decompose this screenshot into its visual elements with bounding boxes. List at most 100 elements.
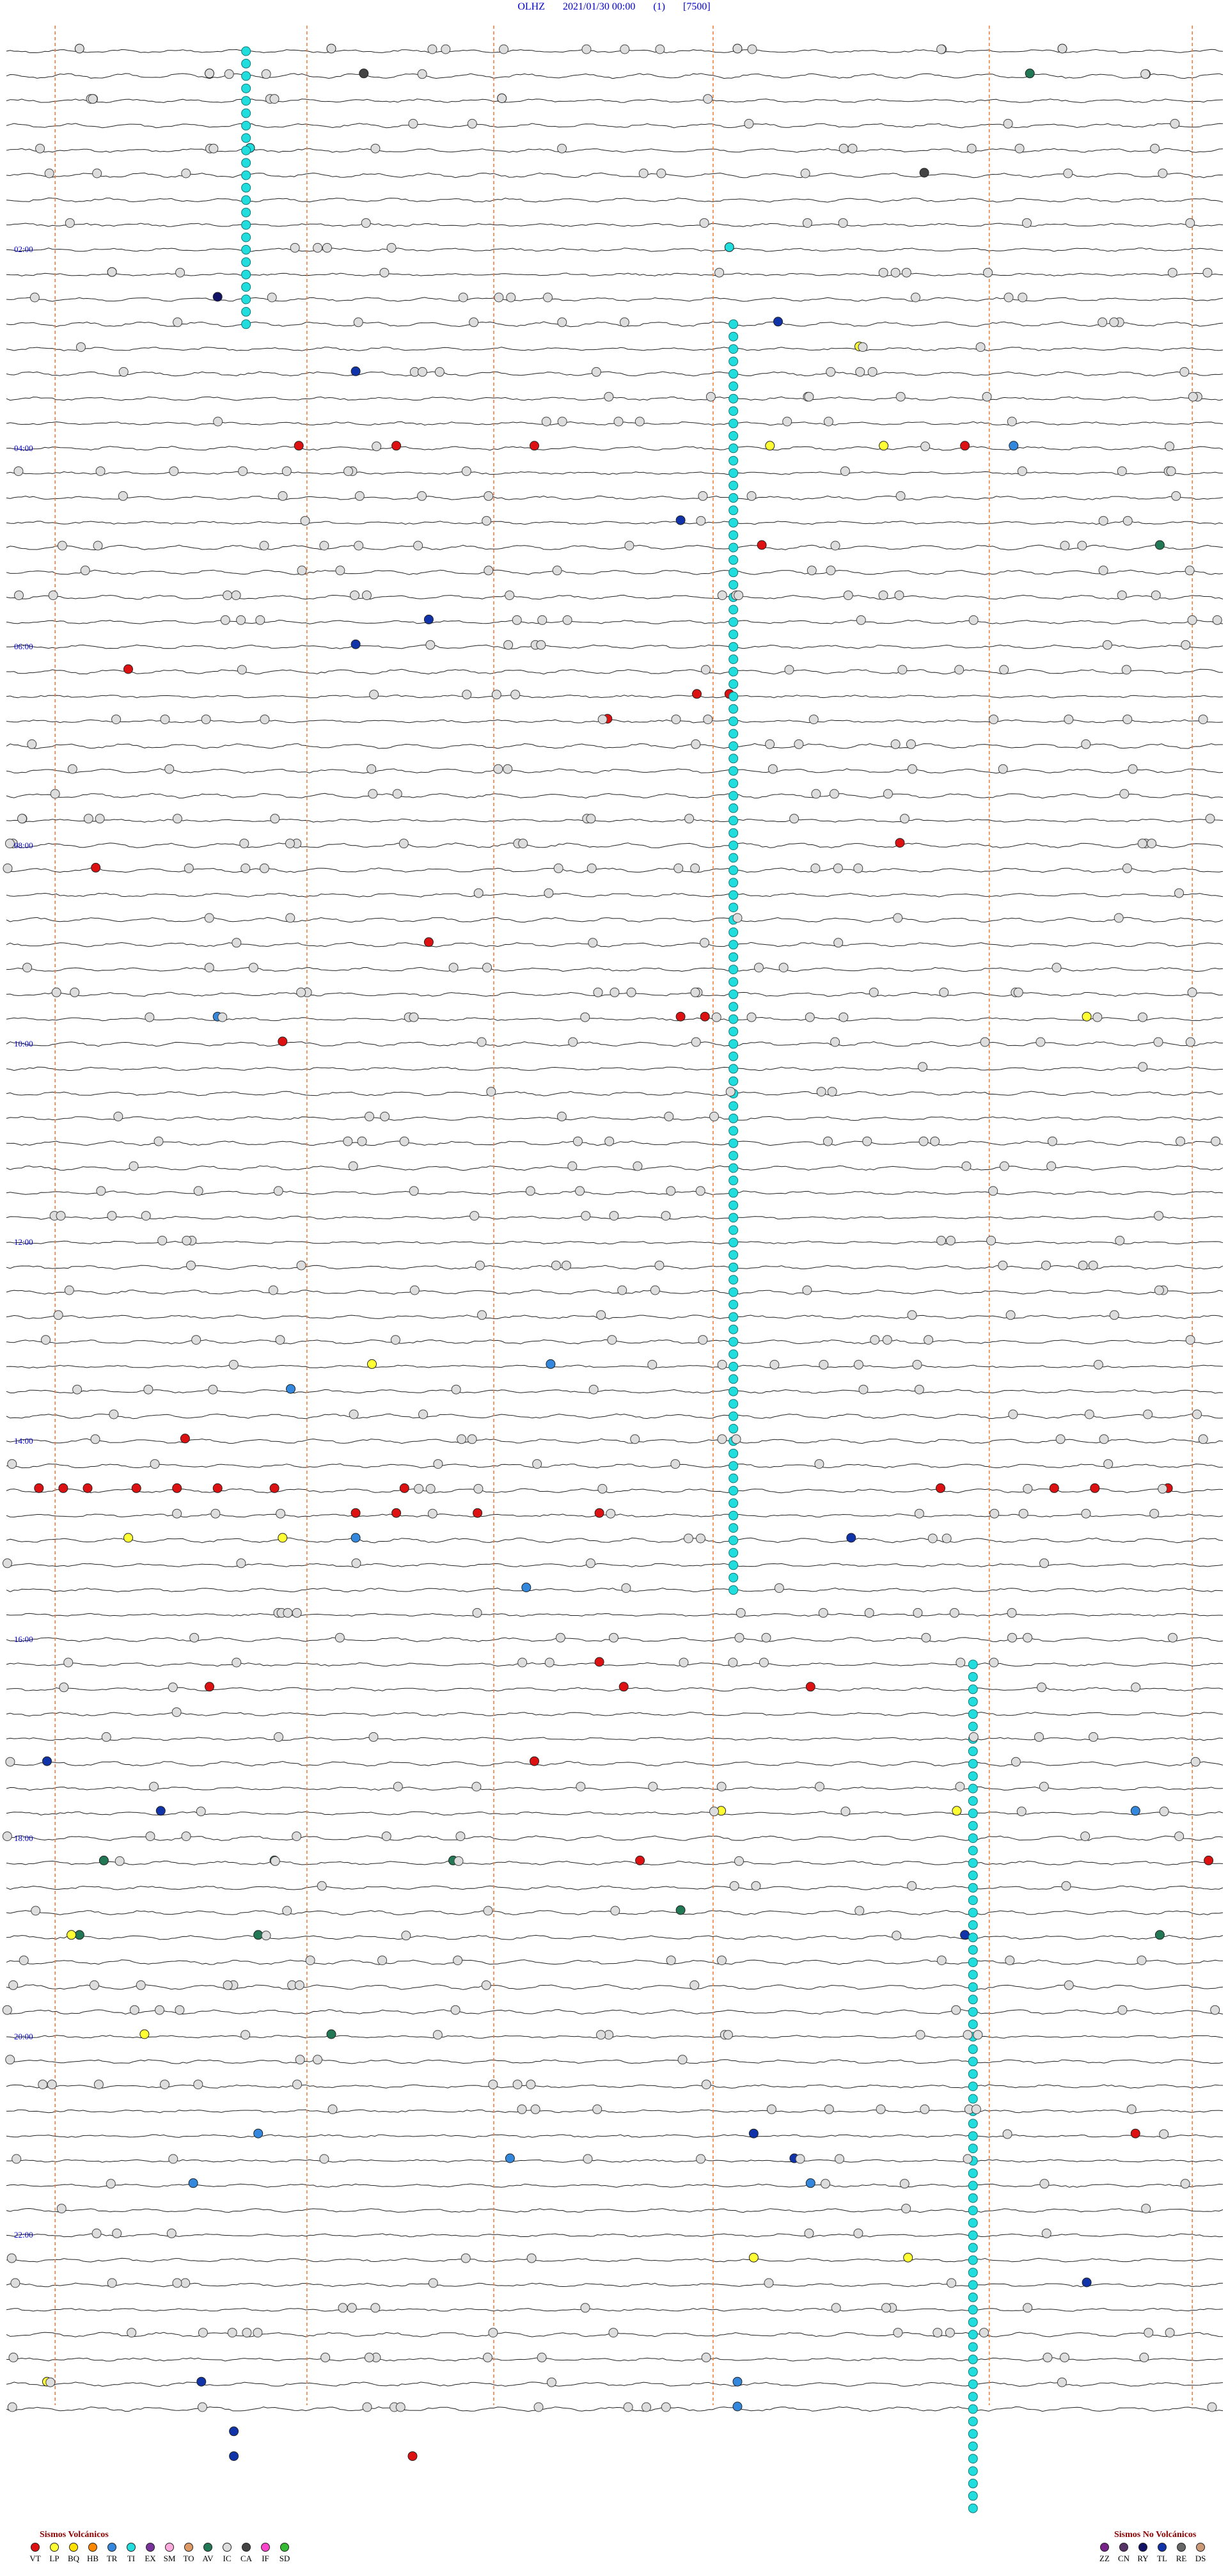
event-marker-vt bbox=[675, 1011, 686, 1022]
event-marker-ic bbox=[814, 1459, 824, 1469]
event-marker-ti bbox=[728, 1101, 739, 1111]
event-marker-vt bbox=[692, 689, 702, 699]
event-marker-ti bbox=[968, 1671, 978, 1682]
event-marker-ti bbox=[728, 1423, 739, 1434]
event-marker-ic bbox=[64, 1285, 74, 1295]
event-marker-ic bbox=[878, 590, 888, 601]
legend-swatch bbox=[50, 2543, 59, 2552]
event-marker-ti bbox=[968, 2044, 978, 2054]
event-marker-ic bbox=[1212, 615, 1222, 625]
event-marker-ic bbox=[240, 2030, 251, 2040]
event-marker-ti bbox=[728, 1572, 739, 1583]
event-marker-ic bbox=[154, 1136, 164, 1146]
event-marker-ti bbox=[968, 1858, 978, 1868]
event-marker-ic bbox=[747, 44, 757, 54]
event-marker-ic bbox=[1016, 1806, 1027, 1817]
event-marker-ic bbox=[224, 69, 234, 79]
event-marker-ic bbox=[536, 640, 546, 650]
legend-swatch bbox=[184, 2543, 193, 2552]
event-marker-ic bbox=[7, 1459, 17, 1469]
event-marker-ti bbox=[968, 2491, 978, 2501]
legend-swatch bbox=[1158, 2543, 1167, 2552]
trace-line bbox=[6, 1364, 1224, 1369]
event-marker-ic bbox=[109, 1409, 119, 1419]
event-marker-ic bbox=[556, 1111, 567, 1121]
event-marker-ic bbox=[537, 2352, 547, 2362]
event-marker-ti bbox=[728, 878, 739, 888]
event-marker-ic bbox=[553, 863, 563, 873]
event-marker-ic bbox=[395, 2402, 405, 2412]
event-marker-ic bbox=[486, 1087, 496, 1097]
event-marker-ti bbox=[728, 1163, 739, 1173]
event-marker-ic bbox=[350, 590, 360, 601]
event-marker-ic bbox=[159, 2080, 169, 2090]
event-marker-ti bbox=[968, 1709, 978, 1719]
scale-label: [7500] bbox=[683, 1, 711, 12]
event-marker-ic bbox=[417, 367, 427, 377]
event-marker-ic bbox=[1080, 1831, 1090, 1842]
event-marker-av bbox=[253, 1930, 264, 1940]
chart-header: OLHZ 2021/01/30 00:00 (1) [7500] bbox=[0, 1, 1228, 13]
event-marker-ic bbox=[855, 367, 865, 377]
event-marker-ic bbox=[93, 2080, 104, 2090]
event-marker-ti bbox=[968, 2206, 978, 2216]
legend-item: HB bbox=[83, 2543, 102, 2564]
event-marker-ic bbox=[894, 590, 904, 601]
event-marker-ic bbox=[824, 2104, 834, 2114]
event-marker-ic bbox=[1154, 1285, 1164, 1295]
event-marker-vt bbox=[180, 1434, 190, 1444]
event-marker-ic bbox=[876, 2104, 886, 2114]
event-marker-ic bbox=[580, 1012, 590, 1022]
event-marker-ic bbox=[295, 2055, 305, 2065]
event-marker-ic bbox=[237, 665, 247, 675]
event-marker-ti bbox=[728, 1262, 739, 1272]
event-marker-ic bbox=[830, 541, 840, 551]
event-marker-ic bbox=[377, 1956, 388, 1966]
trace-line bbox=[6, 123, 1224, 129]
trace-line bbox=[6, 1413, 1224, 1419]
event-marker-ti bbox=[968, 2454, 978, 2464]
event-marker-ic bbox=[462, 690, 472, 700]
event-marker-tl bbox=[350, 639, 361, 649]
event-marker-ti bbox=[968, 1895, 978, 1906]
event-marker-ti bbox=[728, 1076, 739, 1086]
event-marker-ti bbox=[968, 2292, 978, 2302]
trace-line bbox=[6, 1712, 1224, 1717]
event-marker-ti bbox=[968, 2230, 978, 2240]
event-marker-ic bbox=[12, 2154, 22, 2164]
event-marker-ti bbox=[728, 1250, 739, 1260]
event-marker-ti bbox=[241, 232, 251, 242]
event-marker-ic bbox=[689, 1980, 700, 1990]
event-marker-ic bbox=[493, 764, 503, 774]
trace-line bbox=[6, 2159, 1224, 2163]
event-marker-ic bbox=[481, 1980, 491, 1990]
event-marker-ic bbox=[705, 391, 716, 402]
station-label: OLHZ bbox=[517, 1, 545, 12]
event-marker-ic bbox=[664, 1111, 674, 1121]
event-marker-ti bbox=[241, 158, 251, 168]
event-marker-ic bbox=[746, 491, 757, 501]
event-marker-ti bbox=[728, 530, 739, 541]
event-marker-ic bbox=[10, 2278, 20, 2288]
event-marker-ic bbox=[181, 1831, 191, 1842]
event-marker-ic bbox=[1007, 1608, 1017, 1618]
event-marker-ti bbox=[728, 331, 739, 342]
event-marker-ti bbox=[728, 393, 739, 404]
event-marker-ti bbox=[241, 306, 251, 317]
event-marker-ic bbox=[695, 1533, 705, 1544]
event-marker-ic bbox=[619, 317, 629, 328]
event-marker-ic bbox=[1117, 466, 1127, 477]
trace-line bbox=[6, 2009, 1224, 2015]
trace-line bbox=[6, 892, 1224, 897]
event-marker-tr bbox=[1009, 441, 1019, 451]
event-marker-tr bbox=[805, 2178, 815, 2188]
event-marker-ic bbox=[941, 1533, 952, 1544]
event-marker-ic bbox=[989, 1508, 1000, 1519]
event-marker-ic bbox=[180, 2278, 191, 2288]
event-marker-ic bbox=[473, 1483, 484, 1494]
event-marker-ti bbox=[728, 965, 739, 975]
event-marker-ic bbox=[766, 2104, 776, 2114]
event-marker-ic bbox=[150, 1459, 160, 1469]
event-marker-ic bbox=[3, 863, 13, 873]
event-marker-ic bbox=[399, 1136, 409, 1146]
